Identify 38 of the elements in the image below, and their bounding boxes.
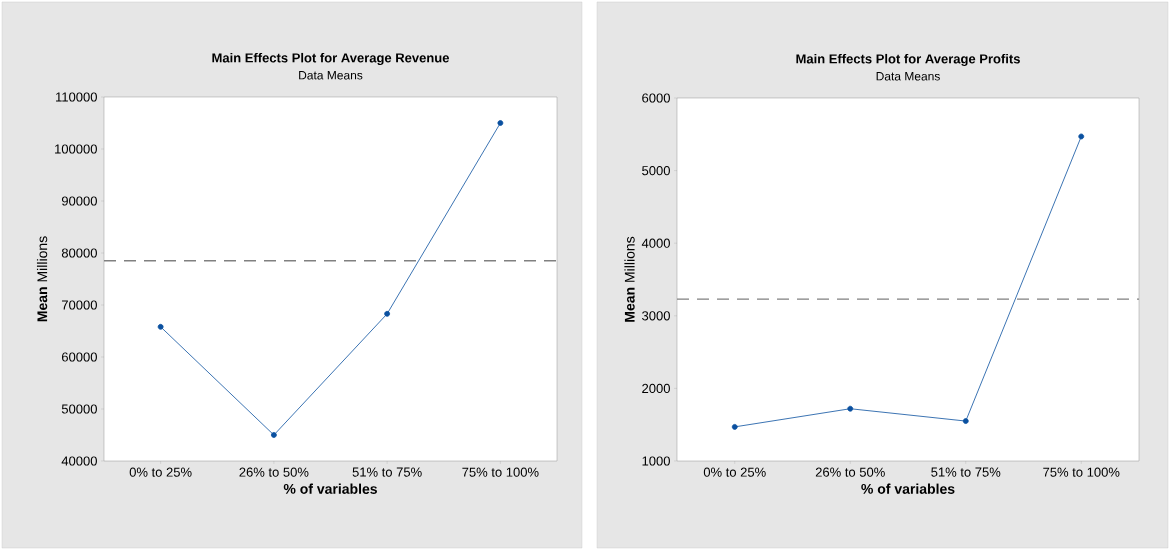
x-tick-label: 51% to 75% bbox=[352, 467, 422, 477]
y-tick-label: 40000 bbox=[61, 456, 97, 466]
x-tick-label: 26% to 50% bbox=[815, 467, 885, 477]
point bbox=[270, 432, 277, 438]
x-tick-label: 26% to 50% bbox=[239, 467, 309, 477]
point bbox=[157, 323, 164, 330]
y-tick-label: 1000 bbox=[642, 456, 670, 466]
y-tick-label: 100000 bbox=[55, 144, 97, 154]
y-tick-label: 4000 bbox=[641, 238, 670, 248]
y-tick-label: 50000 bbox=[61, 404, 97, 414]
x-axis-title: % of variables bbox=[283, 483, 377, 494]
y-axis-title: Mean Millions bbox=[624, 236, 635, 322]
x-tick-label: 0% to 25% bbox=[129, 467, 192, 477]
x-tick-label: 51% to 75% bbox=[931, 467, 1001, 477]
chart-subtitle: Data Means bbox=[299, 71, 363, 80]
y-tick-label: 60000 bbox=[61, 352, 97, 362]
x-tick-label: 0% to 25% bbox=[703, 467, 766, 477]
point bbox=[1078, 133, 1085, 140]
x-tick-label: 75% to 100% bbox=[1043, 467, 1120, 477]
chart-subtitle: Data Means bbox=[876, 72, 940, 81]
point bbox=[731, 423, 738, 430]
chart-title: Main Effects Plot for Average Revenue bbox=[212, 52, 450, 66]
y-tick-label: 80000 bbox=[61, 248, 97, 258]
x-tick-label: 75% to 100% bbox=[462, 467, 539, 477]
point bbox=[497, 120, 504, 126]
y-tick-label: 2000 bbox=[642, 383, 670, 393]
y-tick-label: 70000 bbox=[62, 300, 97, 310]
y-axis-title: Mean Millions bbox=[36, 236, 48, 322]
y-tick-label: 110000 bbox=[56, 92, 97, 102]
y-tick-label: 3000 bbox=[642, 311, 670, 321]
point bbox=[384, 310, 391, 317]
y-tick-label: 6000 bbox=[642, 93, 670, 103]
x-axis-title: % of variables bbox=[861, 483, 955, 494]
chart-title: Main Effects Plot for Average Profits bbox=[796, 53, 1020, 67]
point bbox=[847, 405, 854, 412]
y-tick-label: 5000 bbox=[642, 165, 670, 176]
point bbox=[962, 418, 969, 424]
y-tick-label: 90000 bbox=[61, 196, 97, 206]
